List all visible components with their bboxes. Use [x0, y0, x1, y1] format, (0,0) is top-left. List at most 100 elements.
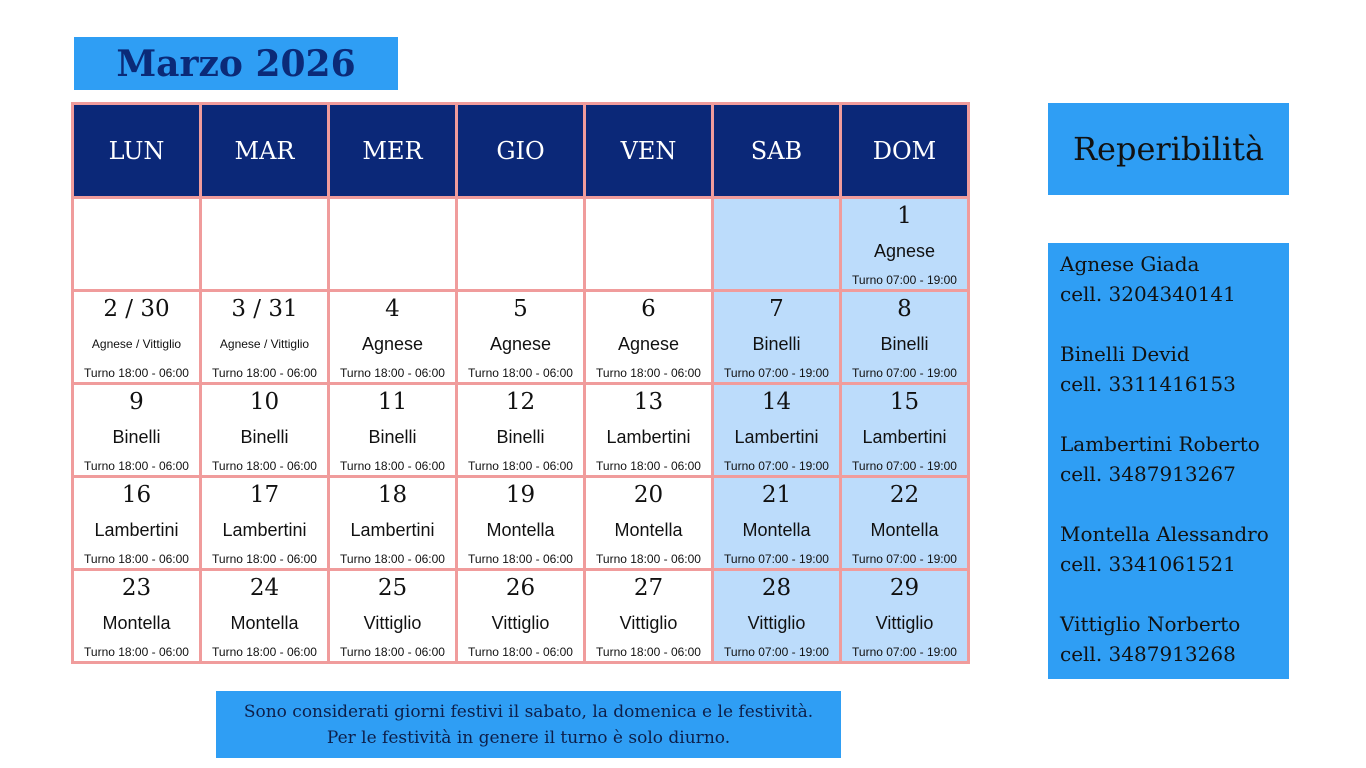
day-number: 4 — [385, 296, 400, 322]
day-number: 17 — [249, 482, 280, 508]
day-cell: 26 Vittiglio Turno 18:00 - 06:00 — [455, 568, 586, 664]
calendar: LUN MAR MER GIO VEN SAB DOM 1 Agnese Turno 07:00 … — [71, 102, 970, 664]
contacts: Agnese Giada cell. 3204340141 Binelli Devi… — [1048, 243, 1289, 679]
day-number: 6 — [641, 296, 656, 322]
contact-name: Montella Alessandro — [1060, 522, 1269, 546]
shift: Turno 18:00 - 06:00 — [468, 459, 573, 473]
contact: Lambertini Roberto cell. 3487913267 — [1060, 429, 1289, 519]
on-call-name: Lambertini — [734, 426, 819, 447]
day-number: 11 — [377, 389, 408, 415]
on-call-name: Agnese / Vittiglio — [91, 337, 182, 351]
on-call-name: Binelli — [880, 333, 929, 354]
cell-content: 13 Lambertini Turno 18:00 - 06:00 — [586, 385, 711, 475]
shift: Turno 18:00 - 06:00 — [340, 552, 445, 566]
day-cell: 1 Agnese Turno 07:00 - 19:00 — [839, 196, 970, 292]
day-number: 13 — [633, 389, 664, 415]
sidebar-title: Reperibilità — [1048, 103, 1289, 195]
cell-content: 15 Lambertini Turno 07:00 - 19:00 — [842, 385, 967, 475]
week-row: 16 Lambertini Turno 18:00 - 06:00 17 Lambert… — [71, 475, 970, 571]
shift: Turno 07:00 - 19:00 — [852, 645, 957, 659]
day-cell — [199, 196, 330, 292]
day-cell: 3 / 31 Agnese / Vittiglio Turno 18:00 - 06… — [199, 289, 330, 385]
on-call-name: Vittiglio — [491, 612, 550, 633]
day-number: 20 — [633, 482, 664, 508]
day-cell: 9 Binelli Turno 18:00 - 06:00 — [71, 382, 202, 478]
day-number: 26 — [505, 575, 536, 601]
shift: Turno 18:00 - 06:00 — [84, 645, 189, 659]
cell-content: 25 Vittiglio Turno 18:00 - 06:00 — [330, 571, 455, 661]
cell-content: 21 Montella Turno 07:00 - 19:00 — [714, 478, 839, 568]
weekday-header: GIO — [455, 102, 586, 199]
cell-content: 2 / 30 Agnese / Vittiglio Turno 18:00 - 06… — [74, 292, 199, 382]
day-number: 22 — [889, 482, 920, 508]
shift: Turno 18:00 - 06:00 — [84, 552, 189, 566]
cell-content: 10 Binelli Turno 18:00 - 06:00 — [202, 385, 327, 475]
on-call-name: Lambertini — [862, 426, 947, 447]
contact-phone: cell. 3341061521 — [1060, 552, 1236, 576]
on-call-name: Lambertini — [94, 519, 179, 540]
on-call-name: Vittiglio — [619, 612, 678, 633]
shift: Turno 07:00 - 19:00 — [852, 366, 957, 380]
contact-name: Vittiglio Norberto — [1060, 612, 1241, 636]
day-number: 8 — [897, 296, 912, 322]
note-line: Per le festività in genere il turno è so… — [326, 727, 731, 748]
shift: Turno 07:00 - 19:00 — [724, 552, 829, 566]
contact: Agnese Giada cell. 3204340141 — [1060, 249, 1289, 339]
contact-phone: cell. 3311416153 — [1060, 372, 1236, 396]
contact: Montella Alessandro cell. 3341061521 — [1060, 519, 1289, 609]
shift: Turno 18:00 - 06:00 — [596, 459, 701, 473]
shift: Turno 18:00 - 06:00 — [212, 552, 317, 566]
day-cell: 23 Montella Turno 18:00 - 06:00 — [71, 568, 202, 664]
cell-content: 22 Montella Turno 07:00 - 19:00 — [842, 478, 967, 568]
day-number: 2 / 30 — [103, 296, 170, 322]
cell-content: 18 Lambertini Turno 18:00 - 06:00 — [330, 478, 455, 568]
shift: Turno 18:00 - 06:00 — [468, 645, 573, 659]
on-call-name: Agnese — [873, 240, 936, 261]
on-call-name: Montella — [230, 612, 299, 633]
weekday-header: LUN — [71, 102, 202, 199]
contact-phone: cell. 3487913268 — [1060, 642, 1236, 666]
shift: Turno 07:00 - 19:00 — [724, 645, 829, 659]
cell-content: 7 Binelli Turno 07:00 - 19:00 — [714, 292, 839, 382]
day-number: 29 — [889, 575, 920, 601]
note: Sono considerati giorni festivi il sabat… — [216, 691, 841, 758]
contact: Vittiglio Norberto cell. 3487913268 — [1060, 609, 1289, 699]
cell-content: 23 Montella Turno 18:00 - 06:00 — [74, 571, 199, 661]
on-call-name: Lambertini — [350, 519, 435, 540]
shift: Turno 18:00 - 06:00 — [596, 366, 701, 380]
cell-content: 8 Binelli Turno 07:00 - 19:00 — [842, 292, 967, 382]
shift: Turno 18:00 - 06:00 — [340, 645, 445, 659]
day-cell: 14 Lambertini Turno 07:00 - 19:00 — [711, 382, 842, 478]
day-cell — [711, 196, 842, 292]
day-cell: 21 Montella Turno 07:00 - 19:00 — [711, 475, 842, 571]
day-cell: 10 Binelli Turno 18:00 - 06:00 — [199, 382, 330, 478]
on-call-name: Vittiglio — [363, 612, 422, 633]
contact-name: Lambertini Roberto — [1060, 432, 1260, 456]
day-cell: 29 Vittiglio Turno 07:00 - 19:00 — [839, 568, 970, 664]
day-cell: 18 Lambertini Turno 18:00 - 06:00 — [327, 475, 458, 571]
week-row: 1 Agnese Turno 07:00 - 19:00 — [71, 196, 970, 292]
on-call-name: Binelli — [112, 426, 161, 447]
day-cell: 17 Lambertini Turno 18:00 - 06:00 — [199, 475, 330, 571]
contact-phone: cell. 3487913267 — [1060, 462, 1236, 486]
shift: Turno 07:00 - 19:00 — [852, 552, 957, 566]
cell-content: 4 Agnese Turno 18:00 - 06:00 — [330, 292, 455, 382]
on-call-name: Binelli — [496, 426, 545, 447]
on-call-name: Agnese / Vittiglio — [219, 337, 310, 351]
day-number: 23 — [121, 575, 152, 601]
shift: Turno 07:00 - 19:00 — [724, 366, 829, 380]
on-call-name: Binelli — [240, 426, 289, 447]
shift: Turno 18:00 - 06:00 — [596, 552, 701, 566]
day-cell — [455, 196, 586, 292]
day-cell — [583, 196, 714, 292]
day-cell: 24 Montella Turno 18:00 - 06:00 — [199, 568, 330, 664]
cell-content: 6 Agnese Turno 18:00 - 06:00 — [586, 292, 711, 382]
contact-name: Agnese Giada — [1060, 252, 1200, 276]
shift: Turno 18:00 - 06:00 — [212, 459, 317, 473]
day-cell: 6 Agnese Turno 18:00 - 06:00 — [583, 289, 714, 385]
cell-content: 11 Binelli Turno 18:00 - 06:00 — [330, 385, 455, 475]
shift: Turno 18:00 - 06:00 — [468, 552, 573, 566]
day-cell — [71, 196, 202, 292]
day-cell: 15 Lambertini Turno 07:00 - 19:00 — [839, 382, 970, 478]
